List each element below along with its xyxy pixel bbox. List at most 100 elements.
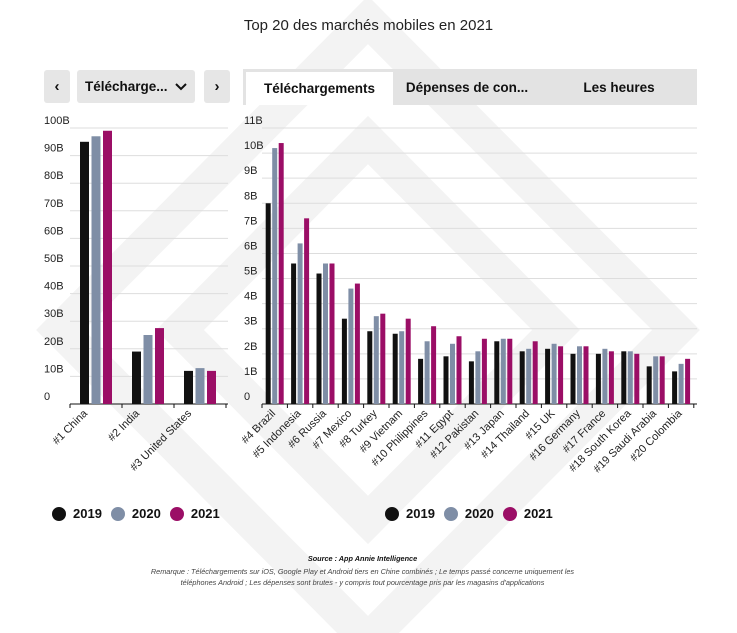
- tab-downloads[interactable]: Téléchargements: [246, 72, 393, 105]
- bar-2020: [500, 338, 506, 404]
- bar-2021: [304, 218, 310, 404]
- source-text: Source : App Annie Intelligence: [307, 554, 418, 563]
- chevron-right-icon: ›: [214, 78, 220, 95]
- bar-2019: [646, 366, 652, 404]
- bar-2019: [545, 348, 551, 404]
- legend-swatch-2019: [385, 506, 399, 521]
- y-tick-label: 70B: [44, 198, 64, 210]
- legend-left: 2019 2020 2021: [52, 506, 229, 521]
- bar-2020: [195, 368, 205, 404]
- bar-2021: [380, 313, 386, 404]
- bar-2020: [627, 351, 633, 404]
- bar-2019: [265, 203, 271, 404]
- bar-2021: [278, 143, 284, 404]
- bar-2021: [354, 283, 360, 404]
- bar-2021: [558, 346, 564, 404]
- bar-2019: [468, 361, 474, 404]
- bar-2019: [184, 370, 193, 404]
- bar-2019: [443, 356, 449, 404]
- bar-2020: [678, 363, 684, 404]
- legend-swatch-2020: [110, 506, 125, 521]
- bar-2019: [341, 318, 347, 404]
- y-tick-label: 9B: [244, 165, 257, 177]
- chevron-left-icon: ‹: [54, 78, 60, 95]
- bar-2019: [291, 263, 297, 404]
- legend-item-2021: 2021: [169, 506, 220, 521]
- tab-spending[interactable]: Dépenses de con...: [405, 79, 529, 95]
- bar-2021: [685, 358, 691, 404]
- legend-item-2019: 2019: [52, 506, 102, 521]
- bar-2020: [348, 288, 354, 404]
- y-tick-label: 6B: [244, 240, 257, 252]
- bar-2019: [621, 351, 627, 404]
- y-tick-label: 0: [44, 391, 50, 403]
- metric-dropdown[interactable]: Télécharge...: [77, 70, 195, 103]
- y-tick-label: 7B: [244, 215, 257, 227]
- bar-2021: [103, 130, 112, 404]
- y-tick-label: 20B: [44, 336, 64, 348]
- tab-hours[interactable]: Les heures: [583, 79, 655, 95]
- footnote: Source : App Annie Intelligence Remarque…: [150, 553, 575, 589]
- page-title: Top 20 des marchés mobiles en 2021: [243, 17, 494, 34]
- legend-item-2020: 2020: [443, 506, 494, 521]
- bar-2019: [519, 351, 525, 404]
- bar-2020: [373, 316, 379, 404]
- y-tick-label: 8B: [244, 190, 257, 202]
- y-tick-label: 4B: [244, 291, 257, 303]
- bar-2019: [132, 351, 141, 404]
- bar-2020: [424, 341, 430, 404]
- legend-swatch-2021: [502, 506, 517, 521]
- legend-item-2020: 2020: [110, 506, 161, 521]
- bar-2019: [494, 341, 500, 404]
- legend-label-2020: 2020: [131, 506, 161, 521]
- note-text: Remarque : Téléchargements sur iOS, Goog…: [150, 566, 575, 588]
- bar-2020: [91, 136, 101, 404]
- bar-2020: [551, 343, 557, 404]
- x-tick-label: #1 China: [50, 407, 90, 447]
- y-tick-label: 60B: [44, 225, 64, 237]
- bar-2019: [316, 273, 322, 404]
- bar-2021: [634, 353, 640, 404]
- tab-bar: Téléchargements Dépenses de con... Les h…: [243, 69, 697, 105]
- bar-2021: [456, 336, 462, 404]
- y-tick-label: 90B: [44, 143, 64, 155]
- bar-2020: [475, 351, 481, 404]
- y-tick-label: 30B: [44, 308, 64, 320]
- bar-2020: [143, 335, 153, 404]
- bar-2020: [577, 346, 582, 404]
- bar-2019: [595, 353, 601, 404]
- y-tick-label: 11B: [244, 115, 263, 127]
- bar-2020: [399, 331, 405, 404]
- bar-2021: [532, 341, 538, 404]
- chevron-down-icon: [175, 80, 187, 94]
- y-tick-label: 1B: [244, 366, 257, 378]
- bar-2019: [418, 358, 424, 404]
- bar-2019: [672, 371, 678, 404]
- bar-2020: [297, 243, 303, 404]
- dropdown-value: Télécharge...: [85, 79, 168, 94]
- legend-label-2021: 2021: [190, 506, 220, 521]
- bar-2020: [602, 348, 608, 404]
- prev-button[interactable]: ‹: [44, 70, 70, 103]
- bar-2019: [392, 333, 398, 404]
- bar-2020: [526, 348, 532, 404]
- bar-2021: [659, 356, 665, 404]
- y-tick-label: 80B: [44, 170, 64, 182]
- bar-2019: [367, 331, 373, 404]
- legend-label-2021: 2021: [523, 506, 553, 521]
- bar-2021: [507, 338, 513, 404]
- y-tick-label: 100B: [44, 115, 70, 127]
- bar-2020: [450, 343, 455, 404]
- y-tick-label: 40B: [44, 281, 64, 293]
- legend-label-2019: 2019: [406, 506, 435, 521]
- x-tick-label: #2 India: [106, 407, 143, 444]
- legend-swatch-2021: [169, 506, 184, 521]
- legend-swatch-2019: [52, 506, 66, 521]
- bar-2021: [329, 263, 335, 404]
- next-button[interactable]: ›: [204, 70, 230, 103]
- bar-2021: [155, 328, 164, 404]
- bar-2021: [481, 338, 487, 404]
- legend-right: 2019 2020 2021: [385, 506, 562, 521]
- bar-2021: [207, 370, 216, 404]
